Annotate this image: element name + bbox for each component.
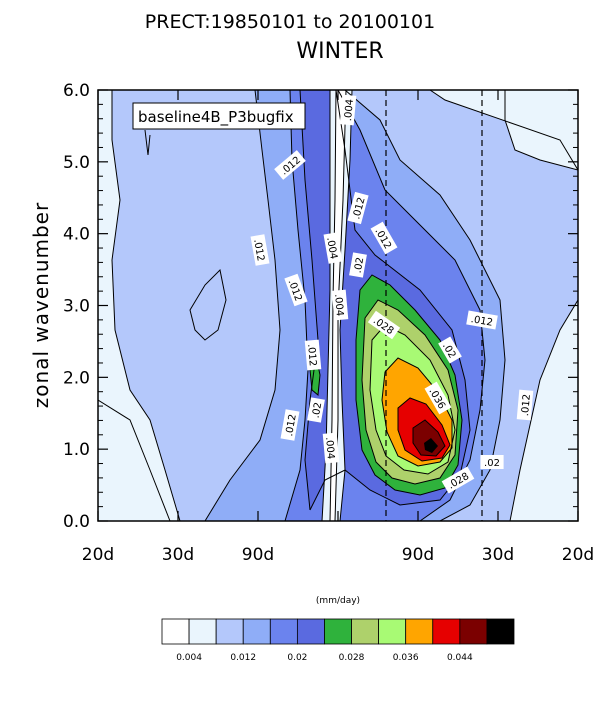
contour-label-text: .012 <box>520 394 533 417</box>
colorbar: 0.004 0.012 0.02 0.028 0.036 0.044 <box>161 618 515 663</box>
colorbar-label: 0.044 <box>447 653 473 663</box>
units-label: (mm/day) <box>316 596 360 606</box>
contour-cut-bottom-left <box>98 400 170 521</box>
colorbar-swatch <box>459 618 488 645</box>
contour-label-bg <box>323 232 343 264</box>
contour-label-bg <box>322 432 340 464</box>
contour-label-text: .012 <box>470 314 494 329</box>
chart-title: PRECT:19850101 to 20100101 <box>145 11 435 33</box>
contour-label: .004 <box>339 94 357 126</box>
contour-label-text: .004 <box>343 99 356 122</box>
contour-label-bg <box>250 234 270 266</box>
colorbar-swatch <box>351 618 380 645</box>
contour-label-bg <box>480 455 504 469</box>
legend-box <box>132 102 306 130</box>
contour-label-text: .02 <box>353 256 367 274</box>
x-tick-label: 90d <box>402 545 434 565</box>
chart-subtitle: WINTER <box>296 39 383 64</box>
x-tick-label: 30d <box>162 545 194 565</box>
contour-label-bg <box>339 94 357 126</box>
contour-label: .012 <box>250 234 270 266</box>
colorbar-swatch <box>242 618 271 645</box>
colorbar-swatch <box>378 618 407 645</box>
contour-label-bg <box>349 252 367 278</box>
y-tick-label: 3.0 <box>63 297 90 317</box>
contour-label-bg <box>516 389 534 421</box>
colorbar-swatch <box>405 618 434 645</box>
contour-label-text: .02 <box>484 458 500 469</box>
contour-label: .02 <box>480 455 504 469</box>
contour-label-text: .004 <box>323 437 336 460</box>
contour-label: .004 <box>331 289 349 321</box>
contour-label-text: .012 <box>284 413 299 437</box>
contour-label-bg <box>280 409 300 441</box>
colorbar-label: 0.028 <box>339 653 365 663</box>
contour-label-text: .02 <box>311 401 325 419</box>
colorbar-swatch <box>486 618 515 645</box>
contour-label-bg <box>274 150 306 180</box>
contour-label-bg <box>441 466 475 494</box>
y-axis: 0.0 1.0 2.0 3.0 4.0 5.0 6.0 <box>63 81 578 532</box>
contour-label-bg <box>438 336 462 364</box>
colorbar-label: 0.02 <box>287 653 307 663</box>
y-tick-label: 4.0 <box>63 225 90 245</box>
x-tick-label: 90d <box>242 545 274 565</box>
contour-label-bg <box>424 381 452 415</box>
contour-label-bg <box>370 221 398 255</box>
contour-label: .02 <box>307 397 325 423</box>
colorbar-swatch <box>296 618 325 645</box>
x-tick-label: 30d <box>482 545 514 565</box>
y-tick-label: 1.0 <box>63 440 90 460</box>
contour-label-text: .004 <box>324 236 339 260</box>
colorbar-label: 0.004 <box>176 653 202 663</box>
contour-fill-048 <box>424 438 438 453</box>
contour-label: .012 <box>466 310 498 330</box>
colorbar-swatch <box>188 618 217 645</box>
y-tick-label: 6.0 <box>63 81 90 101</box>
colorbar-label: 0.012 <box>230 653 256 663</box>
contour-label: .02 <box>349 252 367 278</box>
contour-label-bg <box>304 339 322 371</box>
colorbar-label: 0.036 <box>393 653 419 663</box>
x-tick-label: 20d <box>562 545 594 565</box>
contour-label: .004 <box>322 432 340 464</box>
contour-label-bg <box>331 289 349 321</box>
colorbar-swatch <box>215 618 244 645</box>
contour-cut-top-right <box>505 90 578 170</box>
contour-label-text: .012 <box>251 238 266 262</box>
y-tick-label: 0.0 <box>63 512 90 532</box>
contour-label: .012 <box>516 389 534 421</box>
colorbar-swatch <box>269 618 298 645</box>
colorbar-swatch <box>432 618 461 645</box>
contour-label: .012 <box>304 339 322 371</box>
y-axis-title: zonal wavenumber <box>29 202 53 408</box>
colorbar-swatch <box>324 618 352 645</box>
x-tick-label: 20d <box>82 545 114 565</box>
contour-label-bg <box>367 310 401 340</box>
contour-label-bg <box>284 273 308 307</box>
contour-label: .012 <box>280 409 300 441</box>
y-tick-label: 5.0 <box>63 153 90 173</box>
contour-label: .004 <box>323 232 343 264</box>
colorbar-swatch <box>161 618 190 645</box>
y-tick-label: 2.0 <box>63 368 90 388</box>
contour-label-bg <box>347 191 369 225</box>
contour-label-text: .012 <box>305 344 318 367</box>
contour-label-bg <box>466 310 498 330</box>
legend-box-text: baseline4B_P3bugfix <box>138 108 294 127</box>
contour-label-text: .004 <box>332 294 345 317</box>
x-axis: 20d 30d 90d 90d 30d 20d <box>82 90 594 565</box>
contour-label-bg <box>307 397 325 423</box>
